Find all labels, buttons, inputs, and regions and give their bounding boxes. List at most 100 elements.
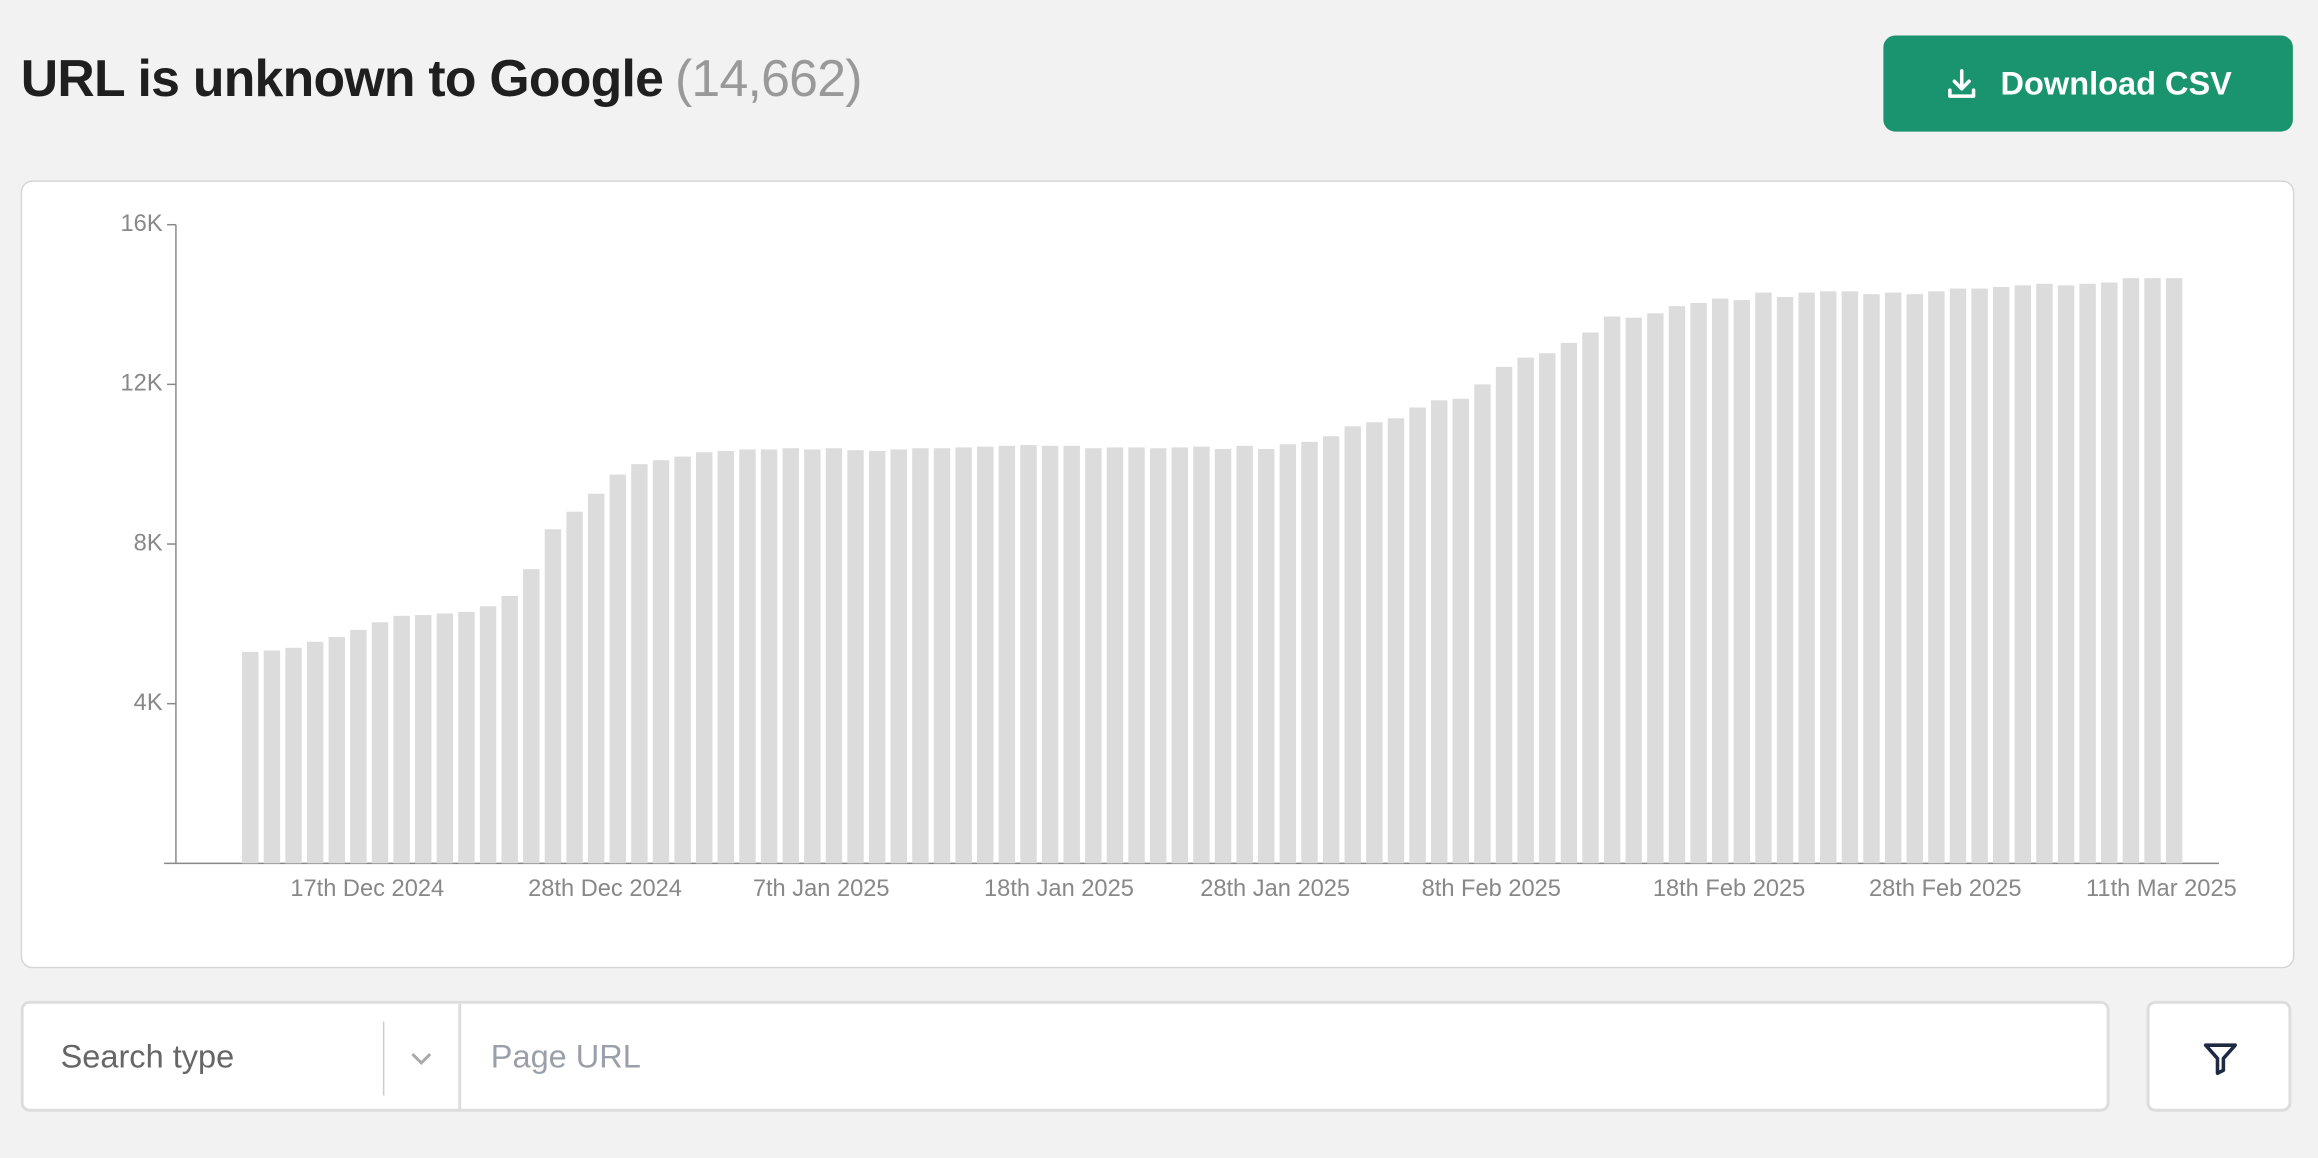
- bar: [436, 613, 454, 864]
- bar: [804, 449, 821, 864]
- bar: [1301, 441, 1318, 864]
- bar: [1474, 384, 1491, 864]
- bar: [1884, 292, 1902, 864]
- bar: [696, 452, 713, 864]
- bar: [1279, 444, 1297, 864]
- bar: [1041, 445, 1059, 864]
- bar: [1755, 292, 1772, 864]
- chevron[interactable]: [408, 1045, 435, 1072]
- bar: [1993, 286, 2010, 864]
- bar: [1539, 353, 1556, 864]
- bar: [566, 511, 583, 864]
- bar: [1495, 366, 1513, 864]
- bar: [1690, 302, 1707, 864]
- bar: [242, 651, 259, 864]
- bar: [1863, 294, 1880, 864]
- chart: 4K 8K 12K 16K 17th Dec 2024 28th Dec 2024 7th …: [121, 211, 2237, 902]
- bar: [977, 446, 994, 864]
- bar: [306, 641, 324, 864]
- bar: [2165, 278, 2183, 864]
- bar: [479, 606, 497, 864]
- x-tick-label: 18th Jan 2025: [984, 876, 1134, 902]
- search-type-select[interactable]: Search type: [60, 1037, 235, 1075]
- divider: [458, 1003, 462, 1111]
- bar: [631, 464, 648, 864]
- bar: [1647, 313, 1664, 864]
- bar: [1430, 400, 1448, 864]
- bar: [1949, 288, 1967, 864]
- bar: [1582, 332, 1599, 864]
- bar: [1149, 448, 1167, 864]
- bar: [544, 529, 562, 864]
- bar: [739, 449, 756, 864]
- filter-button[interactable]: [2146, 1000, 2292, 1112]
- bar: [1193, 446, 1210, 864]
- x-tick-label: 7th Jan 2025: [753, 876, 890, 902]
- y-tick-label: 8K: [134, 530, 163, 556]
- bar: [717, 451, 735, 864]
- bar: [587, 493, 605, 864]
- bar: [1625, 317, 1642, 864]
- bar: [868, 451, 886, 864]
- bar: [782, 448, 799, 864]
- bar: [2144, 278, 2161, 864]
- bar: [501, 595, 518, 864]
- x-tick-label: 18th Feb 2025: [1653, 876, 1805, 902]
- bar: [1366, 422, 1383, 864]
- bar: [523, 569, 540, 864]
- url-input[interactable]: Page URL: [490, 1037, 641, 1075]
- bar: [2036, 283, 2053, 864]
- y-tick-label: 12K: [121, 371, 163, 397]
- bar: [1128, 447, 1145, 864]
- x-tick-label: 28th Feb 2025: [1869, 876, 2021, 902]
- x-tick-label: 11th Mar 2025: [2086, 876, 2237, 902]
- bar: [1971, 288, 1988, 864]
- bar: [1560, 342, 1578, 864]
- bar: [1236, 445, 1253, 864]
- bar: [1344, 426, 1361, 864]
- bar: [1841, 291, 1859, 864]
- bar: [912, 448, 929, 864]
- bar: [393, 615, 410, 864]
- bar: [609, 474, 626, 864]
- bar: [1409, 407, 1426, 864]
- bar: [1020, 445, 1037, 864]
- bar: [1322, 436, 1340, 864]
- bar: [674, 456, 691, 864]
- bar: [998, 445, 1016, 864]
- bar: [350, 629, 367, 864]
- result-count: (14,662): [674, 50, 863, 108]
- bar: [1214, 449, 1232, 864]
- bar: [1928, 291, 1945, 864]
- bar: [1452, 398, 1470, 864]
- bar: [1258, 449, 1275, 864]
- bar: [1171, 447, 1189, 864]
- bar: [328, 637, 345, 864]
- bar: [1733, 300, 1751, 864]
- filter-icon: [2203, 1043, 2237, 1076]
- bar: [2079, 283, 2096, 864]
- bar: [1517, 357, 1534, 864]
- x-tick-label: 28th Jan 2025: [1200, 876, 1350, 902]
- bar: [285, 647, 302, 864]
- page-title: URL is unknown to Google (14,662): [20, 50, 863, 109]
- bar: [2101, 282, 2118, 864]
- y-tick-label: 4K: [134, 690, 163, 716]
- bar: [458, 611, 475, 864]
- bar: [1820, 291, 1837, 864]
- divider: [382, 1021, 385, 1096]
- bar: [371, 622, 389, 864]
- search-bar: Search type Page URL: [20, 1000, 2110, 1112]
- x-tick-label: 8th Feb 2025: [1422, 876, 1561, 902]
- bar: [825, 448, 843, 864]
- download-button[interactable]: Download CSV: [1883, 35, 2293, 132]
- bar: [1085, 448, 1102, 864]
- bar: [1063, 445, 1080, 864]
- bar: [652, 460, 670, 864]
- title-text: URL is unknown to Google: [20, 50, 664, 108]
- bar: [2014, 285, 2032, 864]
- button-label: Download CSV: [2000, 64, 2232, 102]
- chart-card: 4K 8K 12K 16K 17th Dec 2024 28th Dec 2024 7th …: [20, 180, 2295, 969]
